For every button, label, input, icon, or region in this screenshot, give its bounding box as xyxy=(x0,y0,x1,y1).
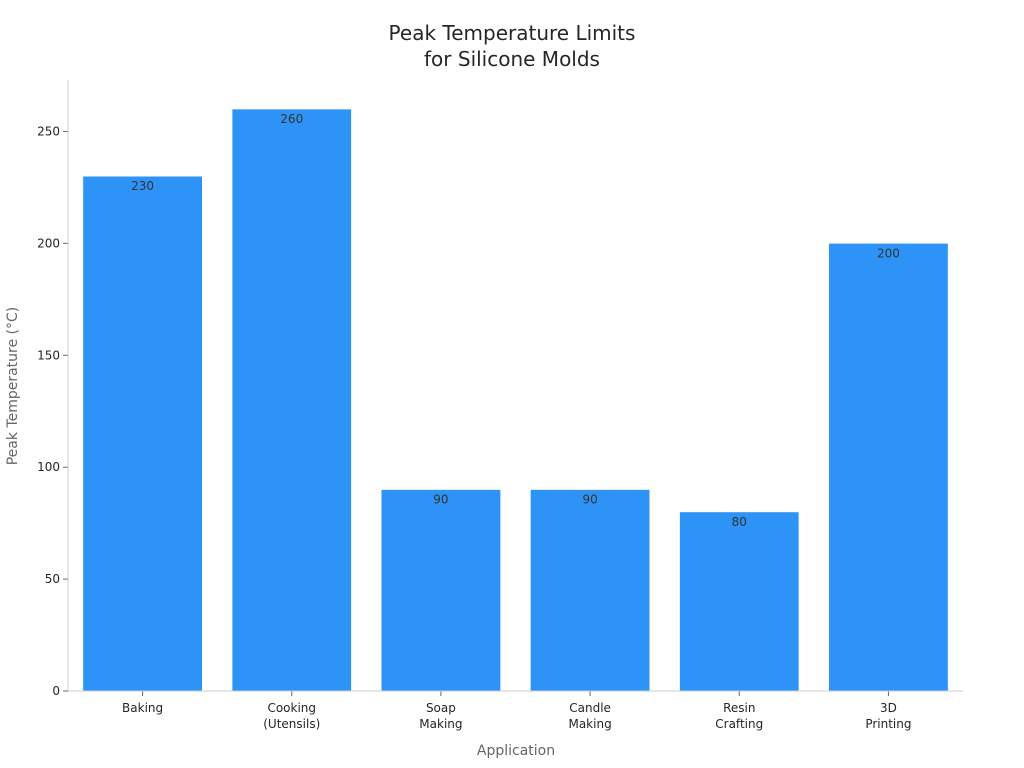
x-axis-label: Application xyxy=(477,743,555,759)
y-tick-label: 250 xyxy=(37,124,60,138)
x-tick-label: Baking xyxy=(122,701,163,715)
y-axis-label: Peak Temperature (°C) xyxy=(5,307,21,466)
y-tick-label: 50 xyxy=(45,572,60,586)
bar xyxy=(828,243,949,692)
data-labels-group: 230 260 90 90 80 200 xyxy=(131,112,900,529)
bar xyxy=(530,489,651,692)
x-tick-label: Soap xyxy=(426,701,456,715)
chart-title-line-1: Peak Temperature Limits xyxy=(389,21,636,45)
x-axis-ticks: Baking Cooking (Utensils) Soap Making Candle M… xyxy=(122,691,912,731)
y-tick-label: 0 xyxy=(52,684,60,698)
bar-value-label: 260 xyxy=(280,112,303,126)
bar-value-label: 90 xyxy=(582,493,597,507)
x-tick-label: Printing xyxy=(865,717,911,731)
x-tick-label: Cooking xyxy=(267,701,316,715)
bar xyxy=(381,489,501,692)
bar-value-label: 90 xyxy=(433,493,448,507)
bars-group xyxy=(82,108,949,692)
y-tick-label: 150 xyxy=(37,348,60,362)
x-tick-label: 3D xyxy=(880,701,897,715)
bar-value-label: 230 xyxy=(131,179,154,193)
bar xyxy=(82,175,203,692)
y-axis-ticks: 0 50 100 150 200 250 xyxy=(37,124,68,698)
x-tick-label: Making xyxy=(419,717,462,731)
bar-value-label: 200 xyxy=(877,246,900,260)
x-tick-label: Candle xyxy=(569,701,611,715)
y-tick-label: 100 xyxy=(37,460,60,474)
x-tick-label: Resin xyxy=(723,701,755,715)
x-tick-label: (Utensils) xyxy=(263,717,320,731)
y-tick-label: 200 xyxy=(37,236,60,250)
bar xyxy=(231,108,352,692)
x-tick-label: Crafting xyxy=(715,717,763,731)
bar-value-label: 80 xyxy=(732,515,747,529)
chart-title-line-2: for Silicone Molds xyxy=(424,47,600,71)
bar xyxy=(679,511,800,692)
x-tick-label: Making xyxy=(568,717,611,731)
